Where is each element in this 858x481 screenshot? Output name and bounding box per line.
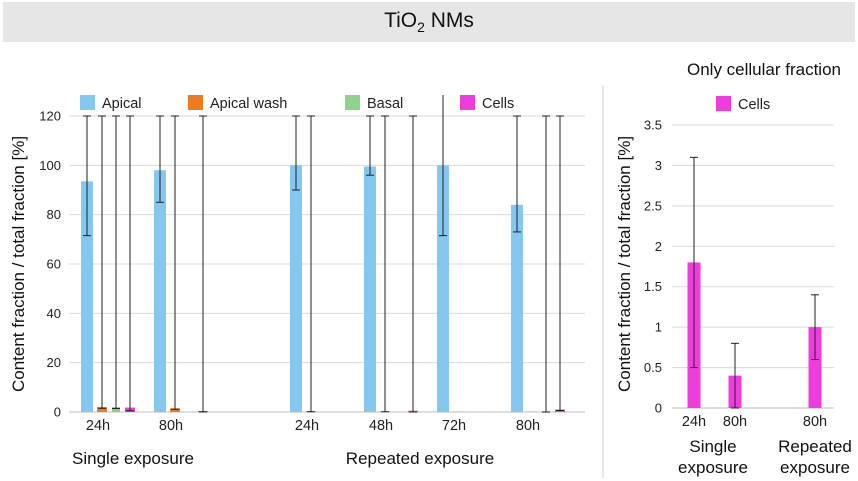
y-tick-label: 80 <box>47 207 61 222</box>
bar-apical-wash <box>170 408 180 412</box>
legend-label-cells: Cells <box>482 96 514 112</box>
y-tick-label: 40 <box>47 306 61 321</box>
y-tick-label: 3.5 <box>644 118 662 133</box>
group-label-single-exposure: Single exposure <box>72 449 194 468</box>
group-label-exposure: exposure <box>678 458 748 477</box>
x-tick-label: 80h <box>516 418 540 434</box>
legend-swatch-basal <box>345 95 360 110</box>
x-tick-label: 24h <box>86 418 110 434</box>
bar-apical <box>81 181 93 412</box>
y-tick-label: 0 <box>54 405 61 420</box>
chart-title-bar: TiO2 NMs <box>3 2 855 42</box>
bar-apical <box>154 170 166 412</box>
y-tick-label: 0.5 <box>644 360 662 375</box>
legend-swatch-cells <box>716 96 731 111</box>
chart-title: TiO2 NMs <box>384 8 474 36</box>
legend-swatch-cells <box>460 95 475 110</box>
bar-basal <box>112 407 120 412</box>
y-tick-label: 60 <box>47 257 61 272</box>
x-tick-label: 80h <box>803 414 827 430</box>
bar-cells <box>808 327 822 408</box>
right-y-axis-title: Content fraction / total fraction [%] <box>615 136 634 392</box>
bar-apical <box>511 204 523 412</box>
x-tick-label: 80h <box>723 414 747 430</box>
y-tick-label: 100 <box>39 158 61 173</box>
y-tick-label: 1.5 <box>644 279 662 294</box>
group-label-exposure: exposure <box>780 458 850 477</box>
left-y-axis-title: Content fraction / total fraction [%] <box>9 136 28 392</box>
legend-swatch-apical <box>80 95 95 110</box>
group-label-repeated: Repeated <box>778 437 852 456</box>
bar-apical <box>364 166 376 412</box>
x-tick-label: 24h <box>295 418 319 434</box>
bar-apical <box>437 165 449 412</box>
y-tick-label: 1 <box>655 320 662 335</box>
legend-label-apical: Apical <box>102 96 142 112</box>
bar-apical-wash <box>97 407 107 412</box>
legend-label-cells: Cells <box>738 97 770 113</box>
y-tick-label: 3 <box>655 158 662 173</box>
bar-apical <box>290 165 302 412</box>
group-label-single: Single <box>689 437 736 456</box>
right-chart-subtitle: Only cellular fraction <box>687 60 841 79</box>
legend-label-basal: Basal <box>367 96 403 112</box>
x-tick-label: 72h <box>442 418 466 434</box>
y-tick-label: 2.5 <box>644 198 662 213</box>
y-tick-label: 20 <box>47 355 61 370</box>
x-tick-label: 48h <box>369 418 393 434</box>
y-tick-label: 2 <box>655 239 662 254</box>
y-tick-label: 120 <box>39 109 61 124</box>
y-tick-label: 0 <box>655 401 662 416</box>
x-tick-label: 80h <box>159 418 183 434</box>
legend-swatch-apical-wash <box>188 95 203 110</box>
x-tick-label: 24h <box>682 414 706 430</box>
legend-label-apical-wash: Apical wash <box>210 96 287 112</box>
group-label-repeated-exposure: Repeated exposure <box>346 449 494 468</box>
